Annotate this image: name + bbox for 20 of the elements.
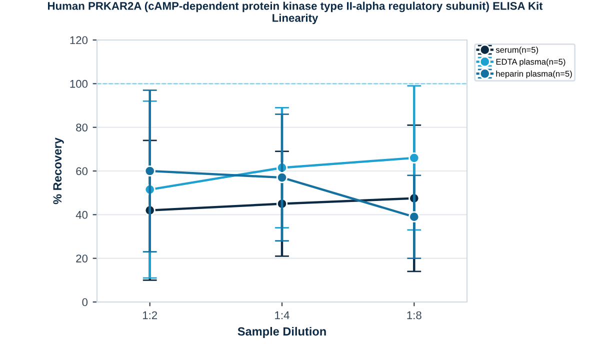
legend-label: serum(n=5) <box>496 46 538 54</box>
point <box>144 165 156 177</box>
y-axis-title: % Recovery <box>53 138 64 204</box>
x-tick-label: 1:2 <box>142 311 158 320</box>
x-tick-label: 1:8 <box>407 311 422 320</box>
x-axis-title: Sample Dilution <box>238 326 326 338</box>
y-tick-label: 20 <box>76 254 88 262</box>
y-tick-label: 0 <box>82 298 88 306</box>
x-tick-label: 1:4 <box>275 311 290 320</box>
point <box>276 172 288 184</box>
y-tick-label: 80 <box>76 124 88 132</box>
legend-label: EDTA plasma(n=5) <box>496 58 566 66</box>
legend-label: heparin plasma(n=5) <box>496 70 572 78</box>
y-tick-label: 60 <box>76 167 88 176</box>
point <box>408 211 420 222</box>
y-tick-label: 100 <box>70 80 88 88</box>
y-tick-label: 120 <box>70 36 88 44</box>
point <box>408 152 420 164</box>
chart-title: Human PRKAR2A (cAMP-dependent protein kinase type II-alpha regulatory subunit) ELISA Kit Linearity <box>48 2 543 24</box>
y-tick-label: 40 <box>76 210 88 219</box>
